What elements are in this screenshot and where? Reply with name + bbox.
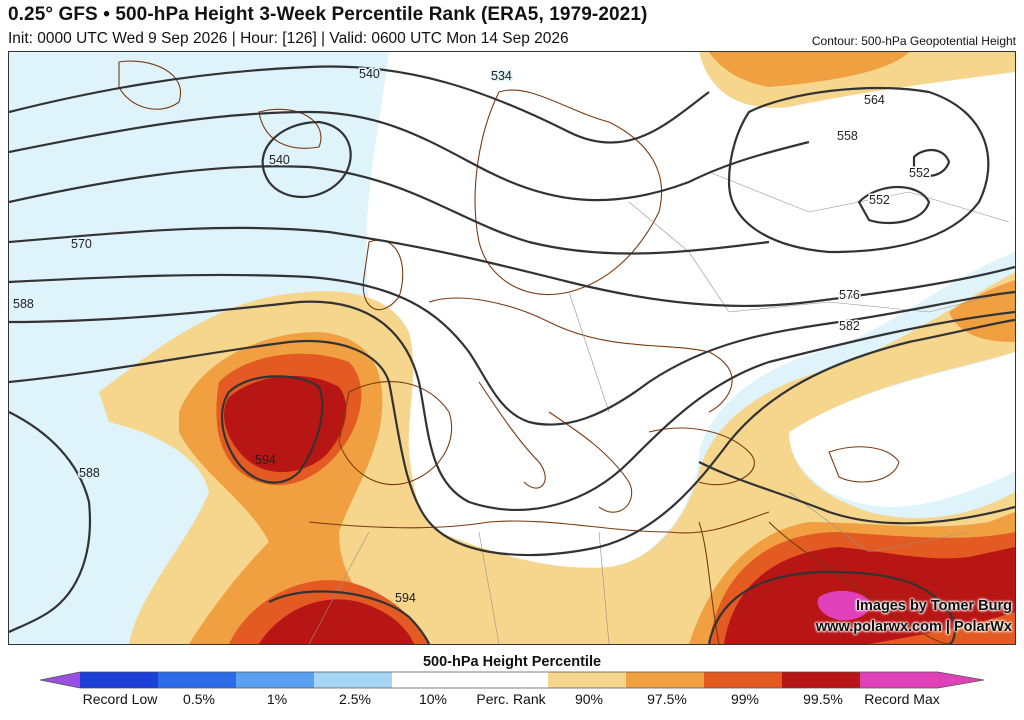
- credit-author: Images by Tomer Burg: [855, 598, 1012, 614]
- colorbar-label-record-max: Record Max: [864, 691, 940, 707]
- colorbar-record-max-cap: [938, 672, 984, 688]
- contour-label: 552: [909, 166, 930, 180]
- colorbar-segment-record-max: [860, 672, 938, 688]
- colorbar-title: 500-hPa Height Percentile: [422, 654, 602, 670]
- colorbar-segment-0.5: [80, 672, 158, 688]
- colorbar-segment-neutral: [392, 672, 548, 688]
- contour-label: 570: [71, 237, 92, 251]
- contour-label: 594: [255, 453, 276, 467]
- run-info: Init: 0000 UTC Wed 9 Sep 2026 | Hour: [1…: [8, 30, 569, 47]
- colorbar-segment-97.5: [626, 672, 704, 688]
- colorbar-label-record-low: Record Low: [82, 691, 158, 707]
- neutral-band-east: [789, 352, 1015, 507]
- colorbar-label-0.5: 0.5%: [183, 691, 215, 707]
- colorbar-label-1: 1%: [266, 691, 288, 707]
- p97-caspian: [949, 280, 1015, 342]
- credit-website[interactable]: www.polarwx.com | PolarWx: [815, 619, 1012, 635]
- colorbar-segment-99: [704, 672, 782, 688]
- record-max-patch: [817, 590, 870, 621]
- contour-label: 576: [839, 288, 860, 302]
- contour-label: 558: [837, 129, 858, 143]
- contour-label: 582: [839, 319, 860, 333]
- coastlines: [118, 60, 950, 644]
- contour-note: Contour: 500-hPa Geopotential Height: [811, 34, 1016, 48]
- contour-label: 540: [269, 153, 290, 167]
- colorbar-label-perc-rank: Perc. Rank: [476, 691, 546, 707]
- colorbar-outline: [39, 671, 985, 689]
- contour-label: 588: [13, 297, 34, 311]
- colorbar-segment-10: [314, 672, 392, 688]
- colorbar-label-90: 90%: [574, 691, 604, 707]
- contour-label: 588: [79, 466, 100, 480]
- colorbar-segment-90: [548, 672, 626, 688]
- colorbar-segment-99.5: [782, 672, 860, 688]
- colorbar-label-97.5: 97.5%: [647, 691, 687, 707]
- colorbar-segment-1: [158, 672, 236, 688]
- contour-label: 564: [864, 93, 885, 107]
- map-canvas: 540 534 540 564 558 552 552 570 588 576 …: [9, 52, 1015, 644]
- contour-label: 540: [359, 67, 380, 81]
- colorbar-label-99.5: 99.5%: [803, 691, 843, 707]
- colorbar-record-low-cap: [40, 672, 80, 688]
- neutral-band: [366, 52, 1015, 578]
- colorbar: [39, 671, 985, 689]
- height-contours: [9, 65, 1015, 644]
- colorbar-label-99: 99%: [730, 691, 760, 707]
- contour-labels: 540 534 540 564 558 552 552 570 588 576 …: [12, 66, 932, 606]
- colorbar-label-10: 10%: [418, 691, 448, 707]
- contour-label: 534: [491, 69, 512, 83]
- map-panel: 540 534 540 564 558 552 552 570 588 576 …: [8, 51, 1016, 645]
- colorbar-label-2.5: 2.5%: [339, 691, 371, 707]
- contour-label: 594: [395, 591, 416, 605]
- p97-north-east-strip: [709, 52, 909, 87]
- contour-label: 552: [869, 193, 890, 207]
- p995-sahara: [259, 599, 414, 644]
- p995-arabia: [724, 547, 1015, 644]
- colorbar-segment-2.5: [236, 672, 314, 688]
- chart-title: 0.25° GFS • 500-hPa Height 3-Week Percen…: [8, 4, 648, 25]
- p995-iberia: [224, 375, 347, 472]
